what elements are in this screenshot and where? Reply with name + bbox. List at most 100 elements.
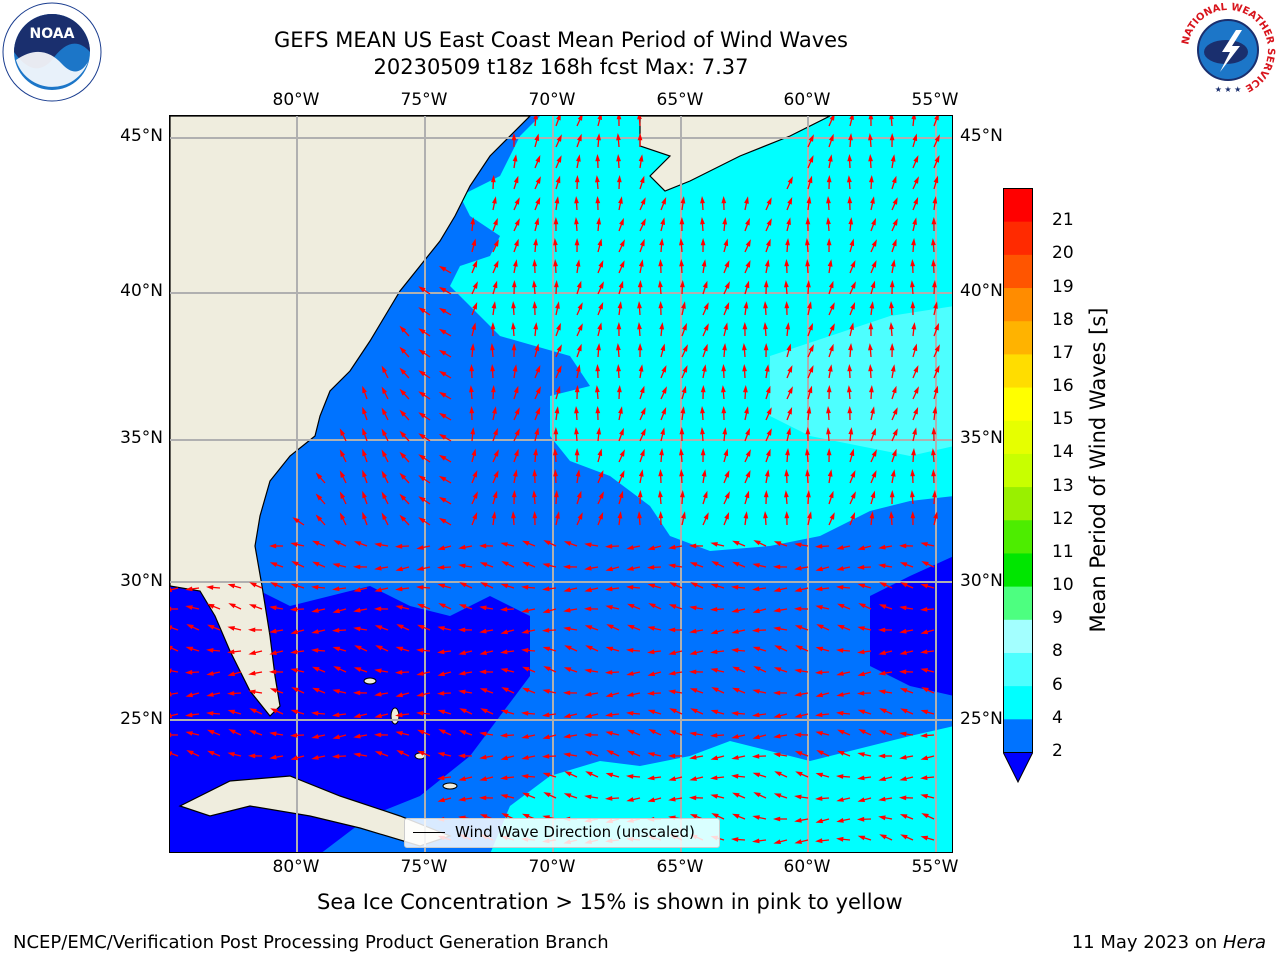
wind-wave-arrowhead [399, 388, 407, 396]
map-canvas [170, 116, 952, 852]
wind-wave-arrowhead [668, 689, 676, 695]
wind-wave-arrowhead [702, 490, 708, 499]
wind-wave-arrowhead [616, 154, 621, 162]
wind-wave-arrowhead [850, 512, 856, 520]
wind-wave-arrowhead [658, 469, 664, 477]
wind-wave-arrowhead [931, 469, 936, 477]
wind-wave-arrowhead [395, 712, 403, 718]
wind-wave-arrowhead [668, 670, 676, 676]
wind-wave-arrowhead [312, 540, 320, 546]
wind-wave-arrowhead [417, 729, 425, 735]
wind-wave-arrowhead [291, 687, 299, 693]
wind-wave-arrowhead [248, 650, 256, 655]
lat-tick-left: 35°N [120, 428, 163, 448]
wind-wave-arrowhead [826, 406, 831, 414]
wind-wave-arrowhead [700, 385, 706, 393]
wind-wave-arrowhead [185, 646, 194, 652]
wind-wave-arrowhead [417, 750, 425, 756]
wind-wave-arrowhead [784, 280, 789, 288]
wind-wave-arrowhead [640, 407, 646, 415]
wind-wave-arrowhead [829, 116, 835, 121]
wind-wave-arrowhead [668, 796, 676, 802]
wind-wave-arrowhead [532, 301, 538, 309]
wind-wave-arrowhead [362, 406, 367, 415]
wind-wave-arrowhead [827, 259, 833, 267]
wind-wave-arrowhead [931, 448, 936, 456]
wind-wave-arrowhead [584, 732, 592, 738]
colorbar-under-triangle [1002, 751, 1034, 784]
wind-wave-arrowhead [808, 365, 814, 373]
wind-wave-arrowhead [731, 585, 739, 590]
wind-wave-arrowhead [522, 687, 530, 693]
wind-wave-arrowhead [574, 196, 579, 204]
wind-wave-arrowhead [500, 755, 508, 761]
wind-wave-arrowhead [763, 301, 768, 309]
wind-wave-arrowhead [637, 322, 642, 330]
wind-wave-arrowhead [362, 448, 367, 457]
map-title: GEFS MEAN US East Coast Mean Period of W… [274, 28, 848, 52]
wind-wave-arrowhead [836, 585, 844, 590]
wind-wave-arrowhead [514, 238, 519, 247]
wind-wave-arrowhead [500, 583, 509, 589]
wind-wave-arrowhead [724, 260, 730, 268]
wind-wave-arrowhead [857, 564, 865, 570]
wind-wave-arrowhead [416, 692, 424, 697]
wind-wave-arrowhead [418, 496, 426, 503]
wind-wave-arrowhead [784, 259, 790, 267]
wind-wave-arrowhead [857, 690, 865, 696]
wind-wave-arrowhead [836, 818, 844, 823]
wind-wave-arrowhead [584, 625, 593, 630]
wind-wave-arrowhead [920, 794, 928, 799]
wind-wave-arrowhead [857, 775, 865, 781]
wind-wave-arrowhead [626, 774, 634, 779]
wind-wave-arrowhead [269, 669, 277, 675]
wind-wave-arrowhead [598, 470, 604, 478]
wind-wave-arrowhead [501, 561, 509, 567]
wind-wave-arrowhead [575, 259, 581, 267]
wind-wave-arrow [170, 669, 179, 673]
wind-wave-arrowhead [689, 688, 698, 693]
wind-wave-arrowhead [619, 260, 625, 268]
wind-wave-arrowhead [399, 472, 407, 480]
wind-wave-arrowhead [290, 629, 298, 635]
wind-wave-arrowhead [479, 605, 487, 611]
wind-wave-arrowhead [640, 428, 646, 436]
wind-wave-arrowhead [920, 709, 929, 715]
wind-wave-arrowhead [920, 668, 928, 673]
wind-wave-arrowhead [311, 648, 319, 653]
wind-wave-arrowhead [731, 629, 739, 634]
wind-wave-arrowhead [689, 669, 697, 675]
wind-wave-arrowhead [711, 561, 719, 567]
wind-wave-arrowhead [492, 406, 497, 414]
wind-wave-arrowhead [752, 563, 760, 568]
wind-wave-arrowhead [868, 343, 873, 351]
wind-wave-arrowhead [437, 797, 445, 803]
wind-wave-arrowhead [437, 565, 445, 570]
wind-wave-arrowhead [185, 605, 193, 610]
wind-wave-arrowhead [248, 670, 256, 676]
colorbar-segment [1003, 486, 1033, 521]
wind-wave-arrowhead [868, 154, 873, 162]
wind-wave-arrowhead [889, 301, 894, 309]
wind-wave-arrowhead [480, 708, 488, 714]
wind-wave-arrowhead [381, 470, 387, 478]
wind-wave-arrowhead [816, 750, 824, 756]
wind-wave-arrowhead [805, 238, 810, 246]
wind-wave-arrowhead [438, 286, 447, 293]
wind-wave-arrowhead [522, 666, 530, 672]
wind-wave-arrowhead [396, 750, 404, 756]
wind-wave-arrowhead [858, 603, 866, 609]
wind-wave-arrowhead [492, 196, 497, 204]
wind-wave-arrowhead [315, 493, 323, 501]
wind-wave-arrowhead [332, 734, 340, 740]
colorbar-tick-label: 15 [1052, 409, 1074, 430]
colorbar-tick-label: 20 [1052, 243, 1074, 264]
wind-wave-arrowhead [381, 407, 387, 415]
wind-wave-arrowhead [290, 733, 298, 738]
wind-wave-arrowhead [913, 176, 919, 184]
wind-wave-arrowhead [479, 562, 488, 567]
wind-wave-arrowhead [723, 322, 728, 330]
wind-wave-arrowhead [912, 343, 918, 352]
wind-wave-arrowhead [661, 197, 667, 205]
wind-wave-arrowhead [689, 605, 697, 611]
